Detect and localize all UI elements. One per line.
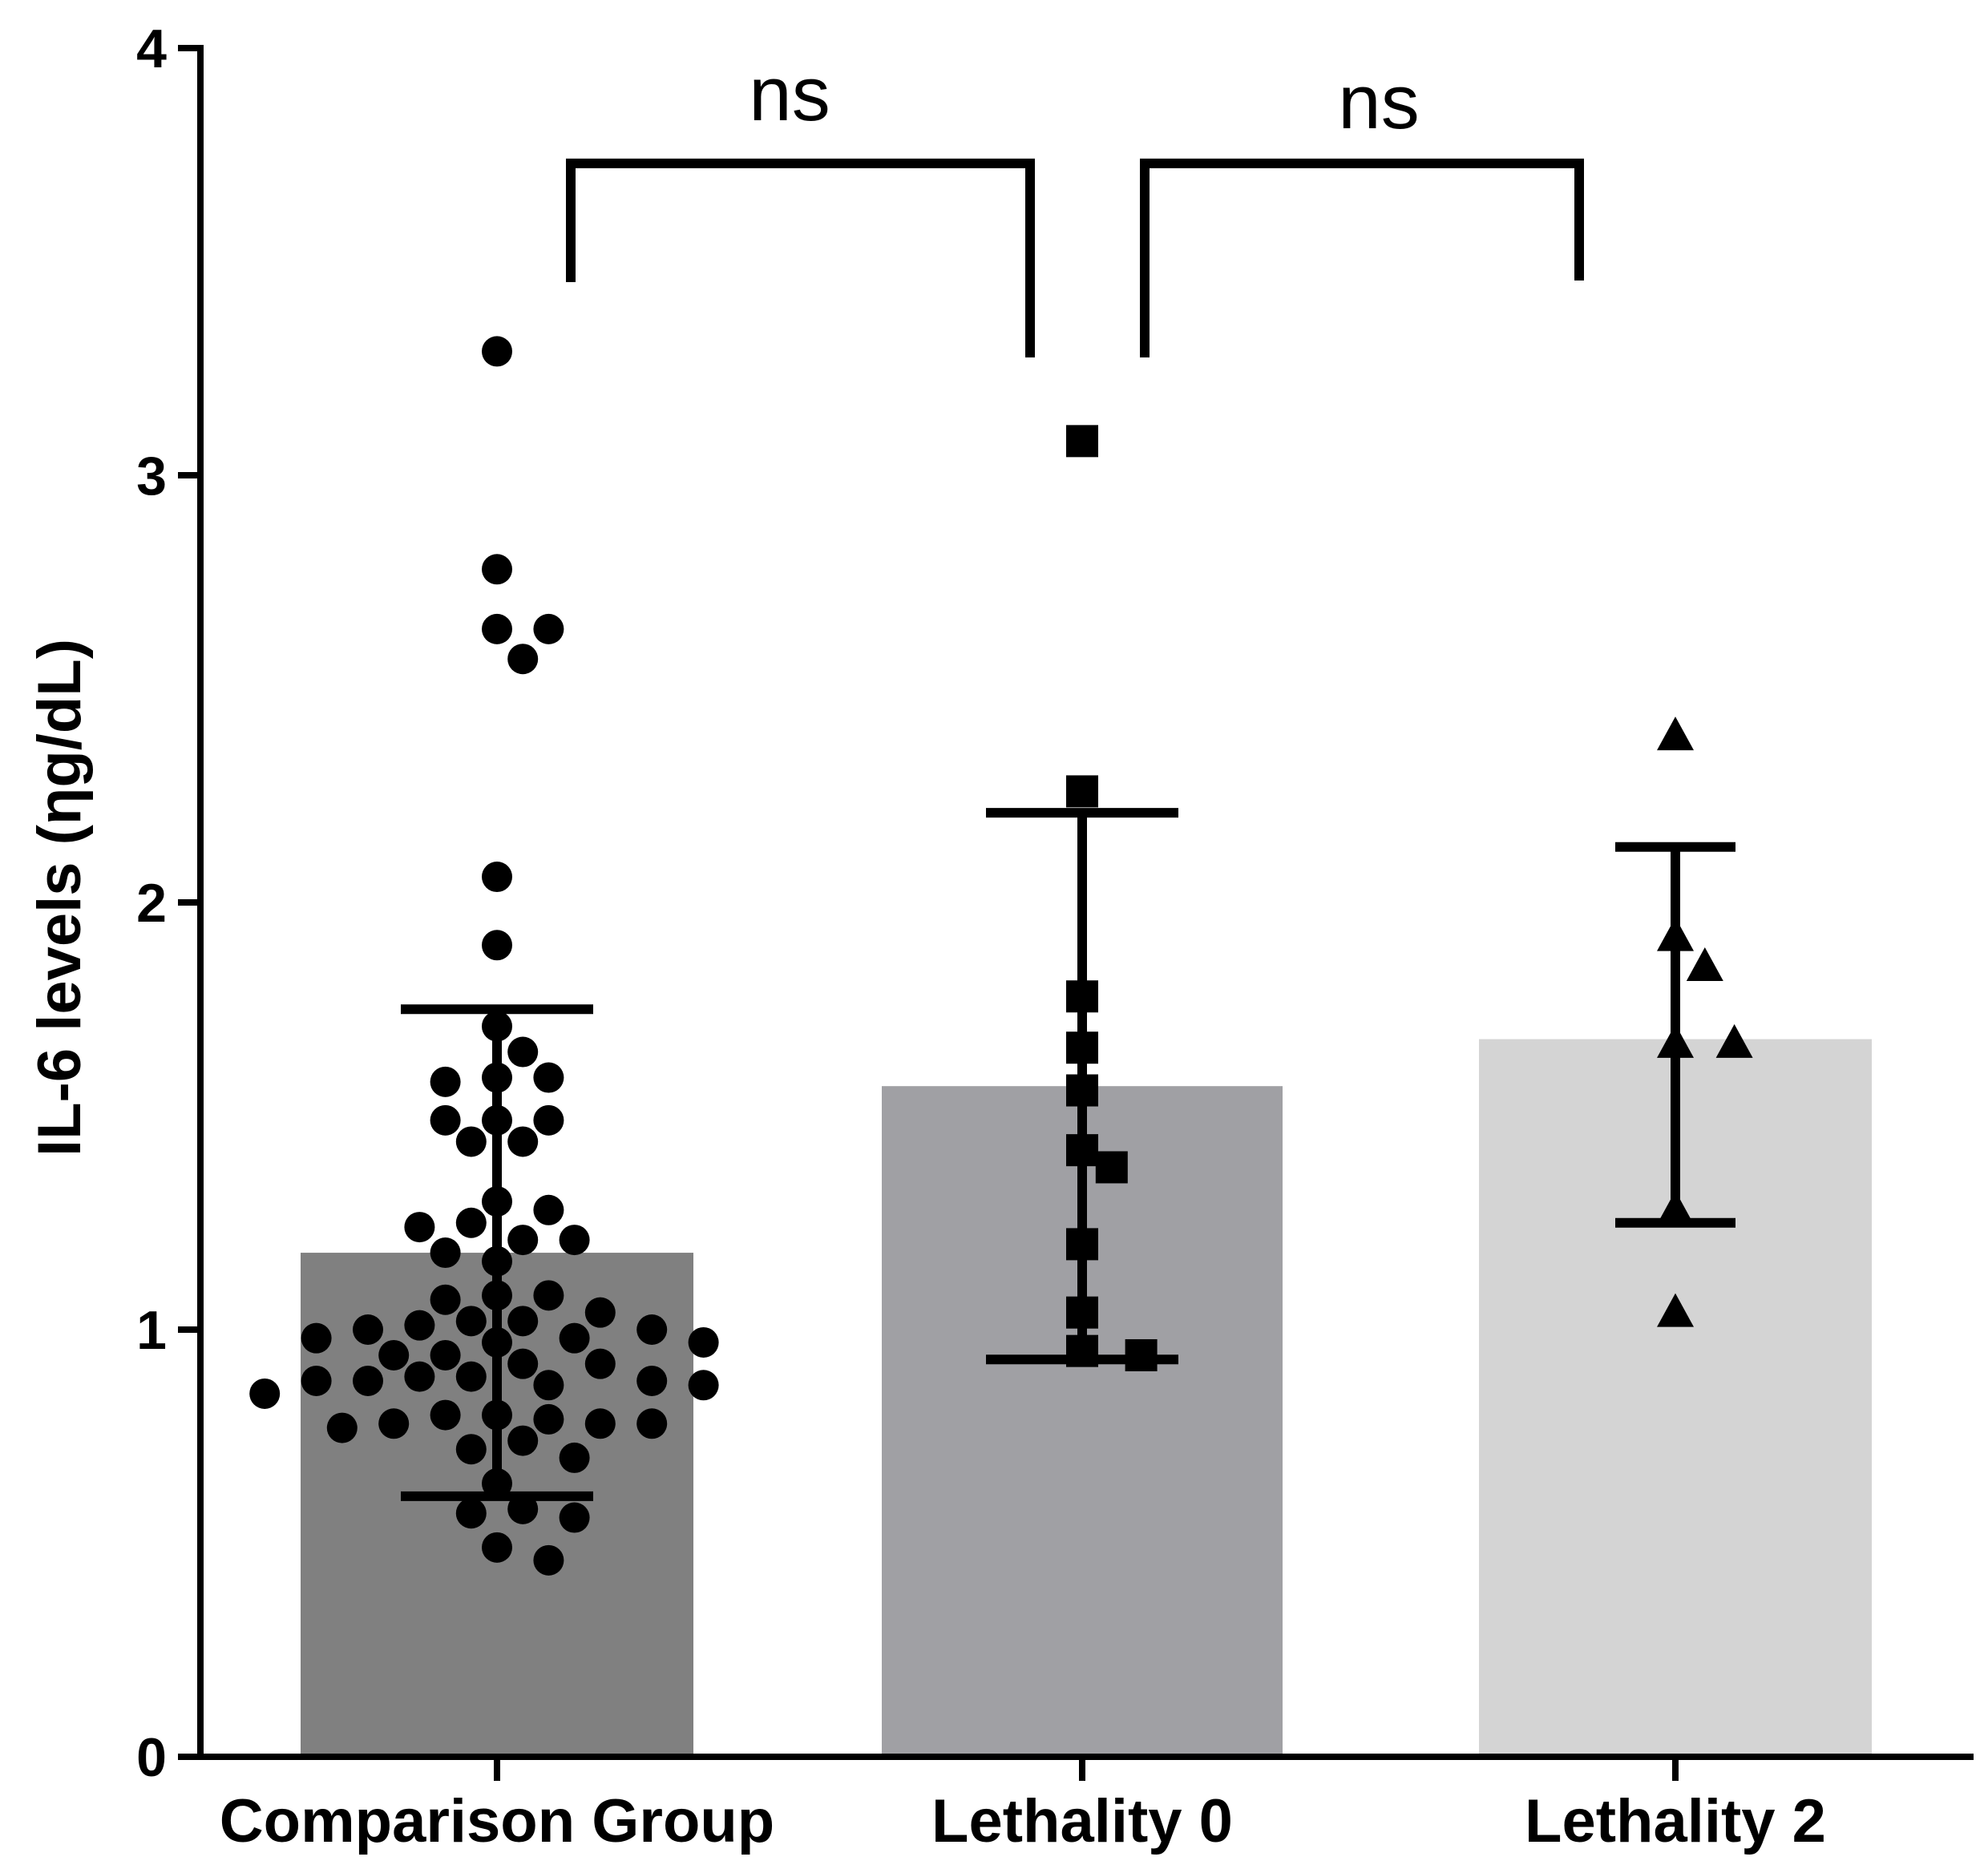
data-point: [482, 613, 512, 644]
data-point: [533, 1280, 564, 1311]
significance-label: ns: [749, 51, 830, 137]
data-point: [430, 1399, 461, 1431]
x-tick-label: Lethality 0: [931, 1787, 1233, 1855]
data-point: [636, 1365, 668, 1396]
data-point: [584, 1348, 616, 1379]
data-point: [301, 1322, 332, 1354]
data-point: [455, 1498, 487, 1529]
data-point: [533, 1194, 564, 1225]
data-point: [482, 1532, 512, 1563]
data-point: [1095, 1151, 1128, 1184]
data-point: [507, 1225, 539, 1256]
data-point: [1657, 1293, 1694, 1327]
y-tick-label: 4: [136, 18, 167, 79]
data-point: [584, 1408, 616, 1439]
data-point: [455, 1207, 487, 1238]
data-point: [430, 1339, 461, 1370]
data-point: [404, 1310, 435, 1341]
significance-layer: ns ns: [566, 51, 1584, 357]
data-point: [507, 1493, 539, 1524]
data-point: [430, 1237, 461, 1269]
data-point: [430, 1284, 461, 1315]
significance-bracket: [1140, 158, 1584, 357]
data-point: [533, 1370, 564, 1401]
data-point: [1066, 775, 1098, 808]
data-point: [404, 1361, 435, 1392]
data-point: [559, 1442, 590, 1473]
data-point: [559, 1225, 590, 1256]
data-point: [584, 1297, 616, 1328]
data-point: [482, 336, 512, 367]
significance-label: ns: [1338, 59, 1419, 145]
data-point: [1066, 425, 1098, 458]
data-point: [559, 1502, 590, 1533]
data-point: [430, 1104, 461, 1136]
data-point: [455, 1434, 487, 1465]
data-point: [507, 644, 539, 675]
data-point: [507, 1306, 539, 1337]
data-point: [688, 1370, 719, 1401]
data-point: [455, 1361, 487, 1392]
data-point: [378, 1339, 410, 1370]
data-point: [404, 1212, 435, 1243]
data-point: [455, 1306, 487, 1337]
data-point: [507, 1126, 539, 1157]
error-bars-layer: [401, 808, 1735, 1501]
data-point: [507, 1348, 539, 1379]
data-point: [455, 1126, 487, 1157]
data-point: [378, 1408, 410, 1439]
data-point: [482, 554, 512, 585]
data-point: [482, 862, 512, 893]
data-point: [326, 1412, 358, 1443]
y-tick-label: 3: [136, 446, 167, 507]
y-ticks-layer: 0 1 2 3 4: [136, 18, 200, 1788]
significance-bracket: [566, 158, 1035, 357]
data-point: [1715, 1023, 1753, 1058]
y-tick-label: 2: [136, 873, 167, 934]
data-point: [533, 613, 564, 644]
y-tick-label: 0: [136, 1727, 167, 1788]
data-point: [430, 1066, 461, 1097]
data-point: [688, 1326, 719, 1358]
data-point: [1657, 717, 1694, 751]
data-point: [533, 1104, 564, 1136]
data-point: [533, 1062, 564, 1093]
data-point: [353, 1365, 383, 1396]
x-tick-label: Lethality 2: [1525, 1787, 1826, 1855]
points-layer: [249, 336, 1753, 1576]
data-point: [636, 1408, 668, 1439]
y-tick-label: 1: [136, 1300, 167, 1361]
data-point: [559, 1322, 590, 1354]
data-point: [533, 1544, 564, 1576]
data-point: [533, 1403, 564, 1435]
data-point: [353, 1314, 383, 1345]
x-ticks-layer: Comparison Group Lethality 0 Lethality 2: [220, 1757, 1826, 1855]
data-point: [1686, 947, 1723, 981]
data-point: [507, 1036, 539, 1068]
y-axis-title: IL-6 levels (ηg/dL): [26, 639, 94, 1157]
data-point: [507, 1425, 539, 1456]
data-point: [301, 1365, 332, 1396]
data-point: [636, 1314, 668, 1345]
data-point: [482, 930, 512, 961]
x-tick-label: Comparison Group: [220, 1787, 774, 1855]
data-point: [249, 1378, 281, 1409]
